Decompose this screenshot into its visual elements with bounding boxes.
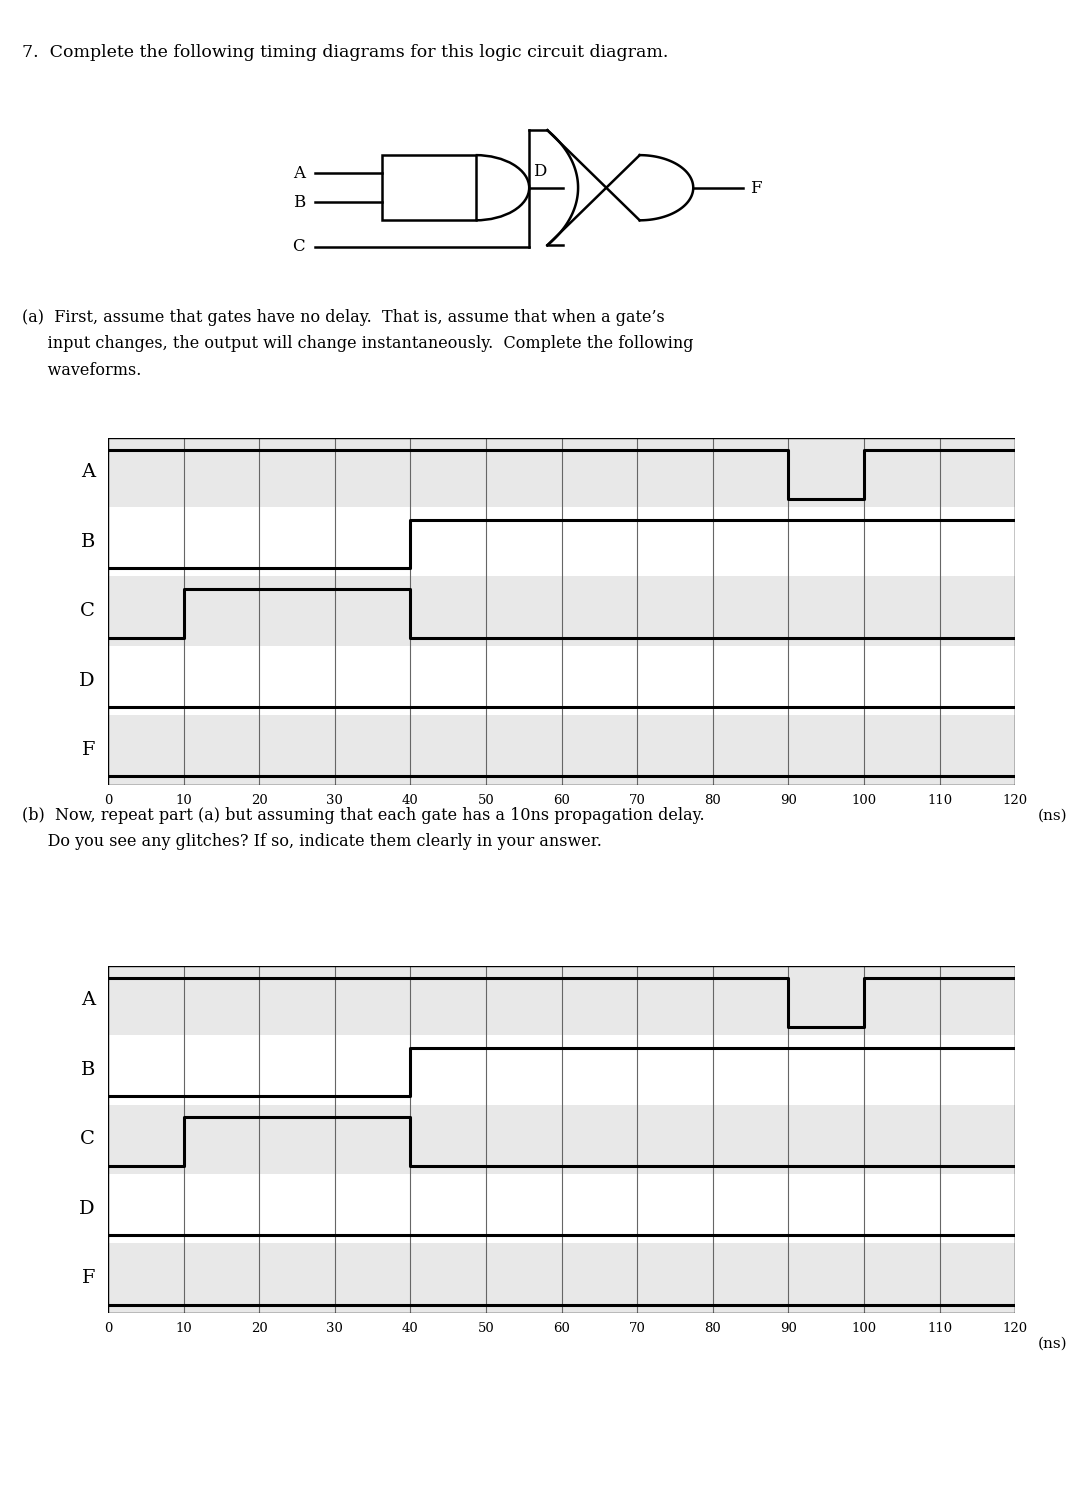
Text: F: F — [751, 180, 761, 196]
Bar — [108, 1243, 1015, 1313]
Text: (b)  Now, repeat part (a) but assuming that each gate has a 10ns propagation del: (b) Now, repeat part (a) but assuming th… — [22, 807, 704, 851]
Text: C: C — [293, 238, 305, 255]
Text: A: A — [81, 463, 95, 481]
Polygon shape — [548, 130, 693, 244]
Text: A: A — [81, 991, 95, 1010]
Text: 7.  Complete the following timing diagrams for this logic circuit diagram.: 7. Complete the following timing diagram… — [22, 44, 667, 62]
Text: F: F — [82, 741, 95, 759]
Bar — [108, 715, 1015, 785]
Bar — [108, 646, 1015, 715]
Text: D: D — [532, 163, 545, 181]
Text: (ns): (ns) — [1038, 1337, 1067, 1351]
Bar — [382, 155, 475, 220]
Text: C: C — [80, 602, 95, 620]
Text: C: C — [80, 1130, 95, 1148]
Text: D: D — [80, 1200, 95, 1218]
Text: (ns): (ns) — [1038, 809, 1067, 822]
Bar — [108, 1174, 1015, 1243]
Bar — [108, 438, 1015, 507]
Text: B: B — [81, 533, 95, 551]
Text: B: B — [293, 193, 305, 211]
Text: A: A — [293, 164, 305, 183]
Bar — [108, 507, 1015, 576]
Bar — [108, 1105, 1015, 1174]
Text: F: F — [82, 1269, 95, 1287]
Text: D: D — [80, 672, 95, 690]
Bar — [108, 1035, 1015, 1105]
Bar — [108, 966, 1015, 1035]
Text: (a)  First, assume that gates have no delay.  That is, assume that when a gate’s: (a) First, assume that gates have no del… — [22, 309, 693, 379]
Bar — [108, 576, 1015, 646]
Text: B: B — [81, 1061, 95, 1079]
